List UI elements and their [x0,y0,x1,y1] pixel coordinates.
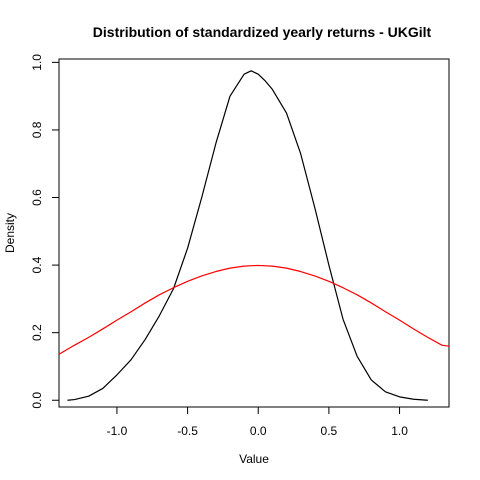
x-tick-label: -0.5 [177,424,198,438]
x-tick-label: -1.0 [107,424,128,438]
x-axis-label: Value [239,452,269,466]
x-tick-label: 0.5 [321,424,338,438]
x-tick-label: 0.0 [250,424,267,438]
y-tick-label: 1.0 [30,54,44,71]
x-tick-label: 1.0 [391,424,408,438]
y-tick-label: 0.4 [30,256,44,273]
y-tick-label: 0.8 [30,121,44,138]
y-tick-label: 0.6 [30,189,44,206]
y-axis-label: Density [3,213,17,253]
y-axis: 0.0 0.2 0.4 0.6 0.8 1.0 [30,54,60,409]
plot-frame [58,58,450,408]
series-layer [58,70,450,401]
chart-title: Distribution of standardized yearly retu… [93,24,432,40]
series-line-2 [58,264,450,355]
y-tick-label: 0.0 [30,392,44,409]
series-line-1 [67,70,428,401]
x-axis: -1.0 -0.5 0.0 0.5 1.0 [107,406,408,438]
y-tick-label: 0.2 [30,324,44,341]
